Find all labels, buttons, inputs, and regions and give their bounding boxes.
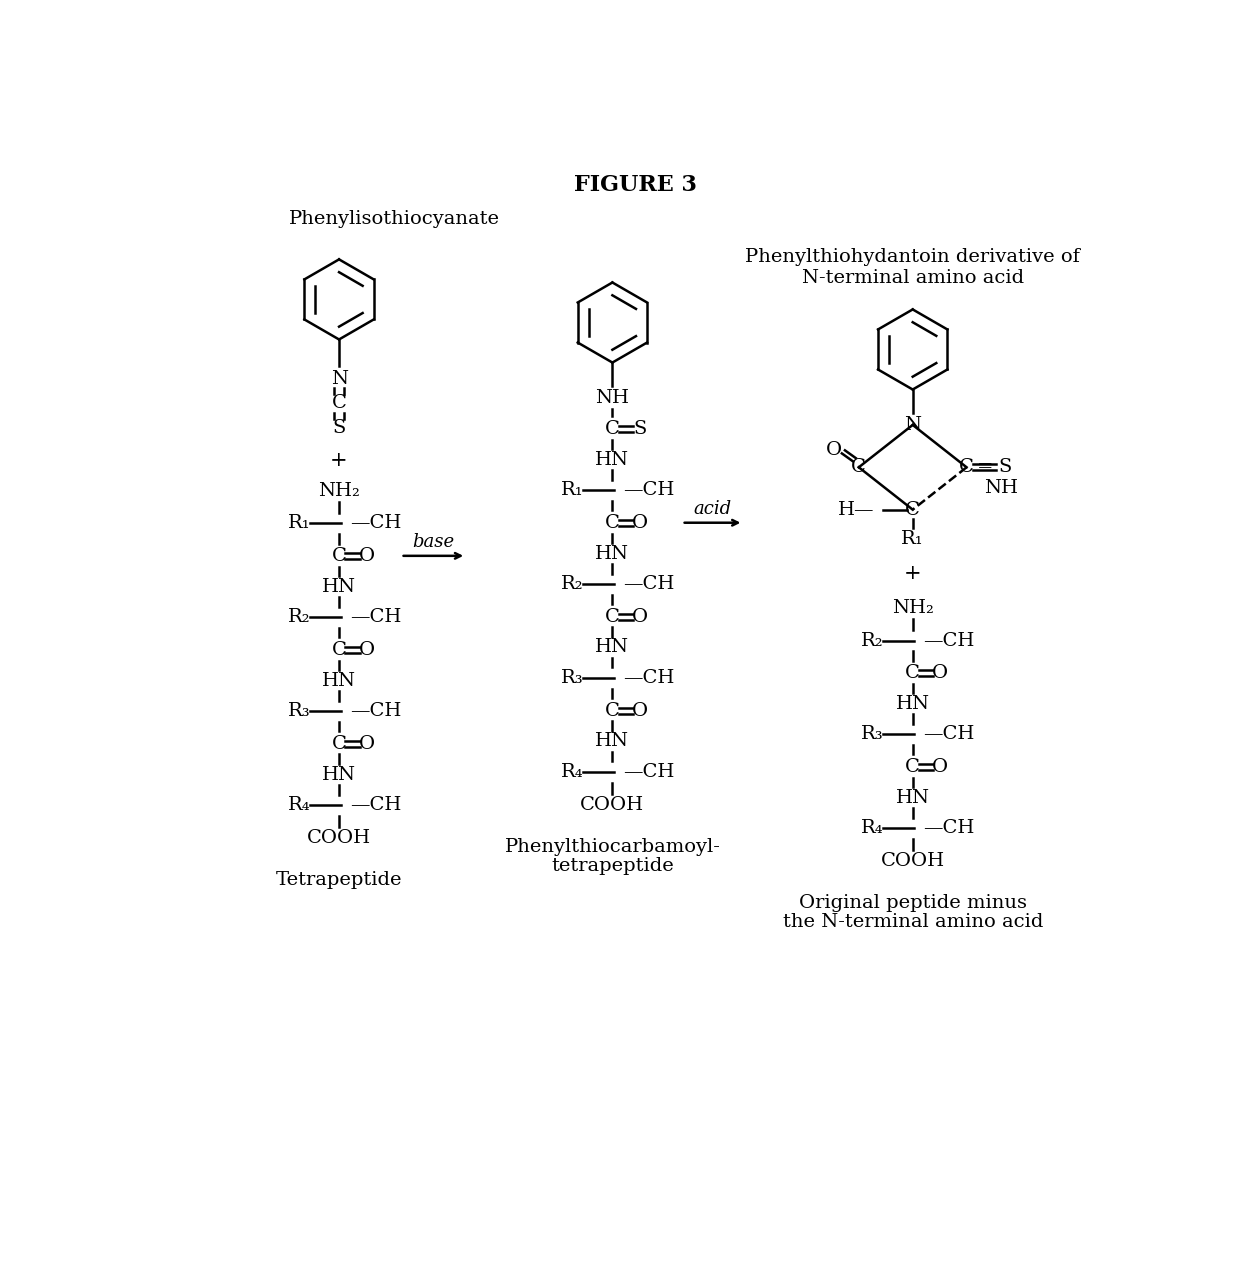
Text: S: S — [634, 420, 647, 438]
Text: N: N — [904, 416, 921, 434]
Text: —CH: —CH — [350, 702, 402, 721]
Text: —CH: —CH — [924, 819, 975, 837]
Text: COOH: COOH — [880, 852, 945, 870]
Text: R₄: R₄ — [862, 819, 884, 837]
Text: —CH: —CH — [624, 763, 675, 781]
Text: Phenylisothiocyanate: Phenylisothiocyanate — [289, 209, 500, 227]
Text: C: C — [605, 702, 620, 720]
Text: —CH: —CH — [624, 481, 675, 499]
Text: Original peptide minus: Original peptide minus — [799, 894, 1027, 912]
Text: R₄: R₄ — [560, 763, 584, 781]
Text: O: O — [632, 514, 649, 532]
Text: N-terminal amino acid: N-terminal amino acid — [801, 269, 1024, 287]
Text: HN: HN — [595, 638, 630, 656]
Text: =: = — [977, 458, 993, 476]
Text: R₁: R₁ — [560, 481, 584, 499]
Text: Tetrapeptide: Tetrapeptide — [275, 872, 402, 889]
Text: R₃: R₃ — [862, 726, 884, 744]
Text: C: C — [331, 394, 346, 412]
Text: C: C — [605, 420, 620, 438]
Text: O: O — [632, 607, 649, 625]
Text: NH: NH — [595, 389, 630, 407]
Text: R₂: R₂ — [288, 609, 310, 627]
Text: C: C — [905, 758, 920, 776]
Text: S: S — [998, 458, 1012, 476]
Text: C: C — [605, 607, 620, 625]
Text: COOH: COOH — [308, 828, 371, 847]
Text: C: C — [605, 514, 620, 532]
Text: —CH: —CH — [624, 575, 675, 593]
Text: —CH: —CH — [350, 796, 402, 814]
Text: tetrapeptide: tetrapeptide — [551, 857, 673, 875]
Text: O: O — [632, 702, 649, 720]
Text: the N-terminal amino acid: the N-terminal amino acid — [782, 914, 1043, 931]
Text: O: O — [358, 547, 374, 565]
Text: O: O — [932, 758, 949, 776]
Text: +: + — [904, 564, 921, 583]
Text: HN: HN — [895, 789, 930, 806]
Text: C: C — [905, 500, 920, 518]
Text: C: C — [905, 664, 920, 681]
Text: HN: HN — [595, 450, 630, 468]
Text: R₂: R₂ — [862, 632, 884, 649]
Text: C: C — [331, 735, 346, 753]
Text: —CH: —CH — [924, 726, 975, 744]
Text: R₂: R₂ — [560, 575, 584, 593]
Text: acid: acid — [693, 500, 732, 518]
Text: C: C — [331, 641, 346, 658]
Text: HN: HN — [322, 671, 356, 689]
Text: HN: HN — [895, 694, 930, 713]
Text: R₁: R₁ — [901, 530, 924, 547]
Text: R₃: R₃ — [560, 669, 584, 688]
Text: NH₂: NH₂ — [319, 482, 360, 500]
Text: R₃: R₃ — [288, 702, 310, 721]
Text: HN: HN — [322, 578, 356, 596]
Text: base: base — [412, 533, 454, 551]
Text: FIGURE 3: FIGURE 3 — [574, 175, 697, 197]
Text: —CH: —CH — [350, 609, 402, 627]
Text: O: O — [826, 441, 842, 459]
Text: C: C — [331, 547, 346, 565]
Text: COOH: COOH — [580, 795, 645, 814]
Text: +: + — [330, 450, 348, 470]
Text: Phenylthiocarbamoyl-: Phenylthiocarbamoyl- — [505, 838, 720, 856]
Text: NH: NH — [983, 478, 1018, 498]
Text: NH₂: NH₂ — [892, 600, 934, 618]
Text: O: O — [932, 664, 949, 681]
Text: S: S — [332, 419, 346, 436]
Text: Phenylthiohydantoin derivative of: Phenylthiohydantoin derivative of — [745, 248, 1080, 267]
Text: HN: HN — [322, 766, 356, 783]
Text: —CH: —CH — [350, 514, 402, 532]
Text: R₁: R₁ — [288, 514, 310, 532]
Text: —CH: —CH — [624, 669, 675, 688]
Text: C: C — [960, 458, 975, 476]
Text: —CH: —CH — [924, 632, 975, 649]
Text: O: O — [358, 735, 374, 753]
Text: R₄: R₄ — [288, 796, 310, 814]
Text: HN: HN — [595, 545, 630, 563]
Text: C: C — [852, 458, 867, 476]
Text: H—: H— — [838, 500, 874, 518]
Text: HN: HN — [595, 732, 630, 750]
Text: N: N — [331, 370, 347, 388]
Text: O: O — [358, 641, 374, 658]
